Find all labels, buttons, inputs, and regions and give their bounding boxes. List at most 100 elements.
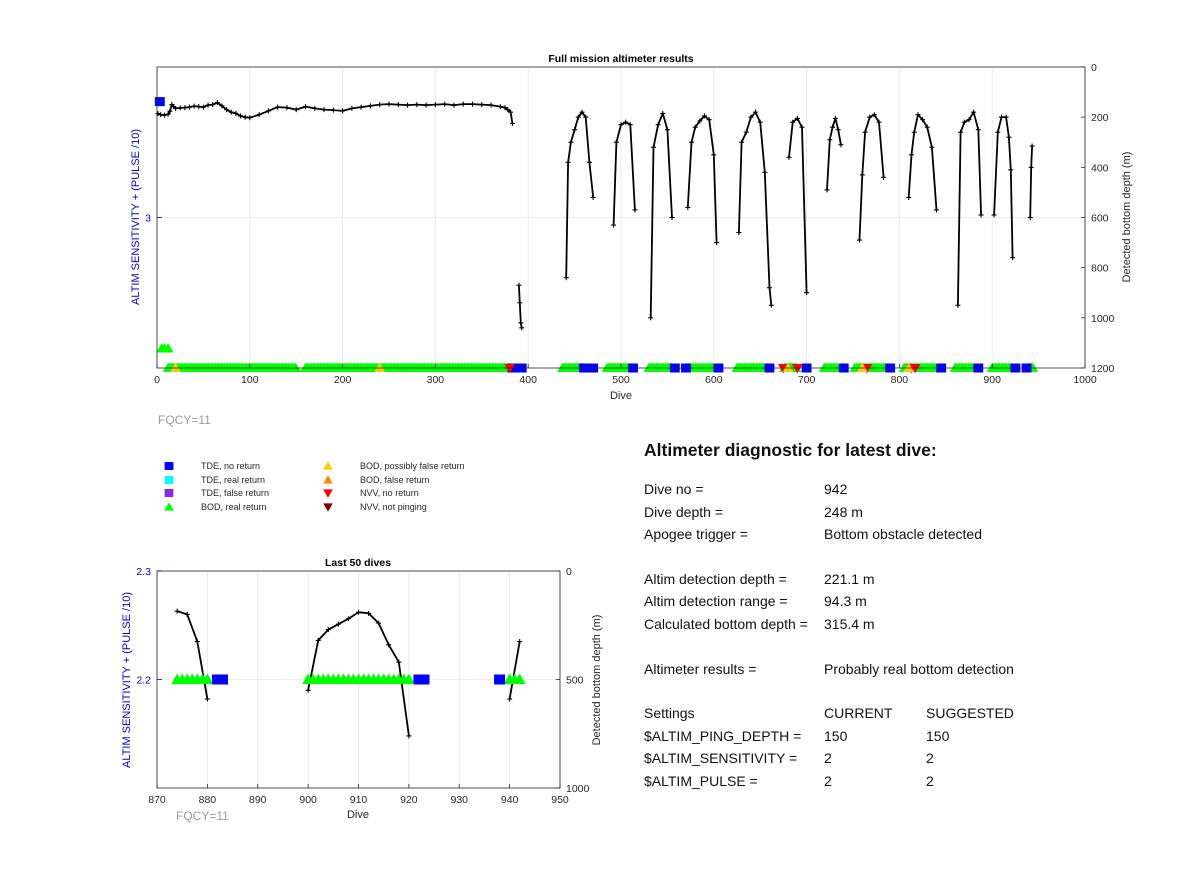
depth-point — [376, 620, 382, 626]
depth-point — [835, 127, 841, 133]
depth-point — [518, 320, 524, 326]
status-marker-bod-possibly-false — [170, 362, 181, 373]
x-tick-label: 600 — [705, 374, 723, 386]
depth-point — [669, 215, 675, 220]
depth-point — [507, 696, 513, 702]
last-50-chart: 870 880 890 900 910 920 930 940 950 0 500 1000 2.3 2.… — [121, 557, 603, 823]
status-marker-bod-possibly-false — [903, 362, 915, 373]
depth-point — [349, 105, 355, 111]
x-tick-label: 800 — [891, 374, 909, 386]
legend-marker — [164, 476, 174, 484]
depth-point — [1029, 143, 1035, 149]
current-header: CURRENT — [824, 705, 893, 722]
status-marker-bod-possibly-false — [782, 362, 794, 373]
depth-point — [881, 174, 887, 180]
depth-point — [794, 115, 800, 121]
legend-label: NVV, no return — [360, 488, 419, 498]
depth-point — [165, 111, 171, 117]
depth-point — [961, 119, 967, 125]
status-marker-tde-no-return — [494, 674, 506, 685]
depth-point — [966, 117, 972, 123]
depth-point — [714, 240, 720, 246]
legend-marker — [323, 475, 333, 484]
depth-point — [247, 115, 253, 121]
calc-key: Calculated bottom depth = — [644, 615, 808, 632]
depth-point — [748, 114, 754, 120]
legend-label: TDE, real return — [201, 475, 265, 485]
depth-point — [205, 102, 211, 108]
depth-point — [377, 102, 383, 108]
det-range-row: Altim detection range = 94.3 m — [644, 593, 1164, 616]
status-marker-nvv-no-return — [791, 363, 803, 374]
status-marker-bod-real — [162, 343, 174, 353]
y-left-tick-label: 2.3 — [136, 566, 151, 578]
sens-key: $ALTIM_SENSITIVITY = — [644, 750, 798, 767]
legend-item: TDE, real return — [164, 475, 265, 485]
legend-marker — [164, 502, 174, 511]
sens-row: $ALTIM_SENSITIVITY = 2 2 — [644, 750, 1164, 773]
depth-point — [627, 122, 633, 128]
ping-key: $ALTIM_PING_DEPTH = — [644, 727, 802, 744]
depth-point — [804, 290, 810, 296]
det-depth-value: 221.1 m — [824, 570, 875, 587]
depth-point — [590, 194, 596, 200]
depth-point — [991, 212, 997, 218]
small-y-right-label: Detected bottom depth (m) — [591, 615, 603, 746]
depth-point — [762, 169, 768, 175]
depth-point — [971, 109, 977, 115]
depth-point — [508, 109, 514, 115]
y-right-tick-label: 400 — [1091, 162, 1109, 174]
y-left-tick-label: 2.2 — [136, 675, 151, 687]
depth-point — [832, 115, 838, 121]
depth-point — [786, 154, 792, 160]
y-right-tick-label: 500 — [566, 675, 584, 687]
legend: TDE, no return TDE, real return TDE, false… — [164, 461, 465, 512]
depth-series-line — [907, 113, 938, 211]
diagnostic-panel: Altimeter diagnostic for latest dive: Di… — [644, 440, 1164, 796]
settings-header-row: Settings CURRENT SUGGESTED — [644, 705, 1164, 728]
legend-marker — [323, 503, 333, 512]
depth-point — [613, 139, 619, 145]
main-chart-title: Full mission altimeter results — [548, 53, 693, 65]
status-marker-nvv-no-return — [504, 363, 516, 374]
depth-point — [155, 111, 161, 117]
depth-point — [302, 104, 308, 110]
sens-suggested: 2 — [926, 750, 934, 767]
depth-point — [488, 102, 494, 108]
depth-point — [366, 610, 372, 616]
det-range-value: 94.3 m — [824, 593, 867, 610]
legend-label: BOD, false return — [360, 475, 430, 485]
depth-point — [284, 105, 290, 111]
dive-no-value: 942 — [824, 481, 848, 497]
dive-depth-key: Dive depth = — [644, 503, 723, 520]
depth-point — [655, 122, 661, 128]
depth-point — [315, 637, 321, 643]
depth-point — [998, 114, 1004, 120]
results-key: Altimeter results = — [644, 660, 757, 677]
depth-point — [325, 627, 331, 633]
legend-item: BOD, possibly false return — [323, 461, 465, 471]
depth-point — [648, 315, 654, 321]
results-value: Probably real bottom detection — [824, 660, 1014, 677]
depth-point — [618, 122, 624, 128]
depth-point — [830, 124, 836, 130]
depth-series-line — [508, 641, 521, 700]
depth-point — [182, 105, 188, 111]
depth-point — [219, 103, 225, 109]
depth-point — [335, 621, 341, 627]
depth-point — [915, 112, 921, 118]
y-right-tick-label: 0 — [566, 566, 572, 578]
main-y-right-label: Detected bottom depth (m) — [1121, 152, 1133, 283]
x-tick-label: 880 — [199, 794, 217, 806]
y-right-tick-label: 600 — [1091, 213, 1109, 225]
small-footnote: FQCY=11 — [176, 809, 229, 823]
x-tick-label: 930 — [450, 794, 468, 806]
depth-point — [502, 105, 508, 111]
x-tick-label: 950 — [551, 794, 569, 806]
depth-point — [1027, 215, 1033, 220]
legend-item: NVV, not pinging — [323, 502, 427, 512]
depth-point — [405, 102, 411, 108]
depth-point — [358, 104, 364, 110]
depth-point — [386, 642, 392, 648]
legend-marker — [164, 489, 174, 497]
